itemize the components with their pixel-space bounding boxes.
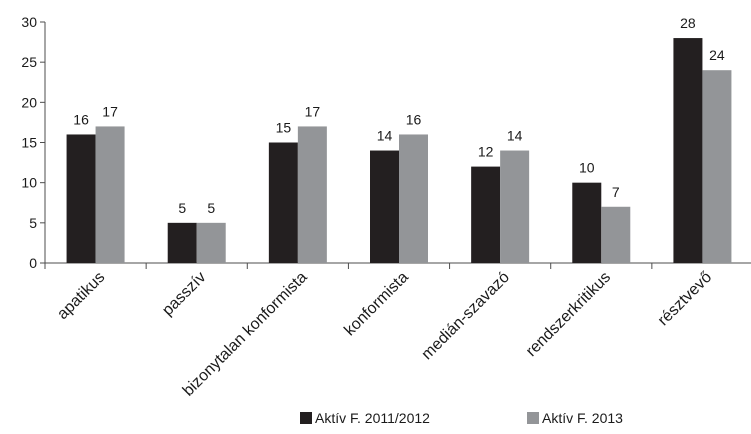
bar-series-1 — [66, 134, 96, 263]
bar-series-1 — [572, 182, 602, 263]
bar-series-2 — [399, 134, 428, 263]
bar-series-2 — [95, 126, 125, 263]
y-tick-label: 25 — [21, 54, 37, 70]
data-label: 14 — [507, 128, 523, 144]
bar-series-1 — [471, 166, 501, 263]
bar-series-2 — [500, 150, 530, 263]
y-axis: 0 5 10 15 20 25 30 — [21, 14, 46, 271]
bars — [66, 38, 732, 263]
bar-series-2 — [297, 126, 327, 263]
legend-item: Aktív F. 2013 — [527, 410, 623, 426]
bar-series-1 — [268, 142, 298, 263]
legend-item: Aktív F. 2011/2012 — [300, 410, 430, 426]
x-axis — [44, 262, 751, 269]
data-label: 28 — [680, 15, 696, 31]
data-labels: 16 17 5 5 15 17 14 16 12 14 10 7 28 24 — [73, 15, 725, 216]
legend: Aktív F. 2011/2012 Aktív F. 2013 — [300, 410, 623, 426]
data-label: 14 — [377, 128, 393, 144]
data-label: 7 — [612, 184, 620, 200]
legend-swatch — [527, 412, 539, 424]
category-label: rendszerkritikus — [523, 269, 614, 360]
y-tick-label: 5 — [29, 215, 37, 231]
data-label: 24 — [709, 47, 725, 63]
legend-label: Aktív F. 2011/2012 — [315, 410, 430, 426]
data-label: 15 — [276, 120, 292, 136]
bar-series-2 — [601, 206, 631, 263]
category-label: apatikus — [54, 269, 108, 323]
bar-series-2 — [196, 222, 226, 263]
bar-series-1 — [673, 38, 703, 263]
data-label: 5 — [178, 200, 186, 216]
y-tick-label: 30 — [21, 14, 37, 30]
category-label: medián-szavazó — [419, 269, 513, 363]
bar-series-1 — [370, 150, 399, 263]
category-label: konformista — [341, 269, 412, 340]
y-tick-label: 0 — [29, 255, 37, 271]
category-label: passzív — [159, 269, 209, 319]
data-label: 10 — [579, 160, 595, 176]
data-label: 17 — [305, 103, 321, 119]
data-label: 16 — [73, 111, 89, 127]
legend-swatch — [300, 412, 312, 424]
y-tick-label: 20 — [21, 94, 37, 110]
data-label: 5 — [207, 200, 215, 216]
data-label: 12 — [478, 144, 494, 160]
bar-series-2 — [702, 70, 732, 263]
data-label: 17 — [102, 103, 118, 119]
category-label: résztvevő — [655, 269, 716, 330]
data-label: 16 — [406, 111, 422, 127]
bar-series-1 — [167, 222, 197, 263]
y-tick-label: 10 — [21, 175, 37, 191]
legend-label: Aktív F. 2013 — [542, 410, 623, 426]
y-tick-label: 15 — [21, 135, 37, 151]
